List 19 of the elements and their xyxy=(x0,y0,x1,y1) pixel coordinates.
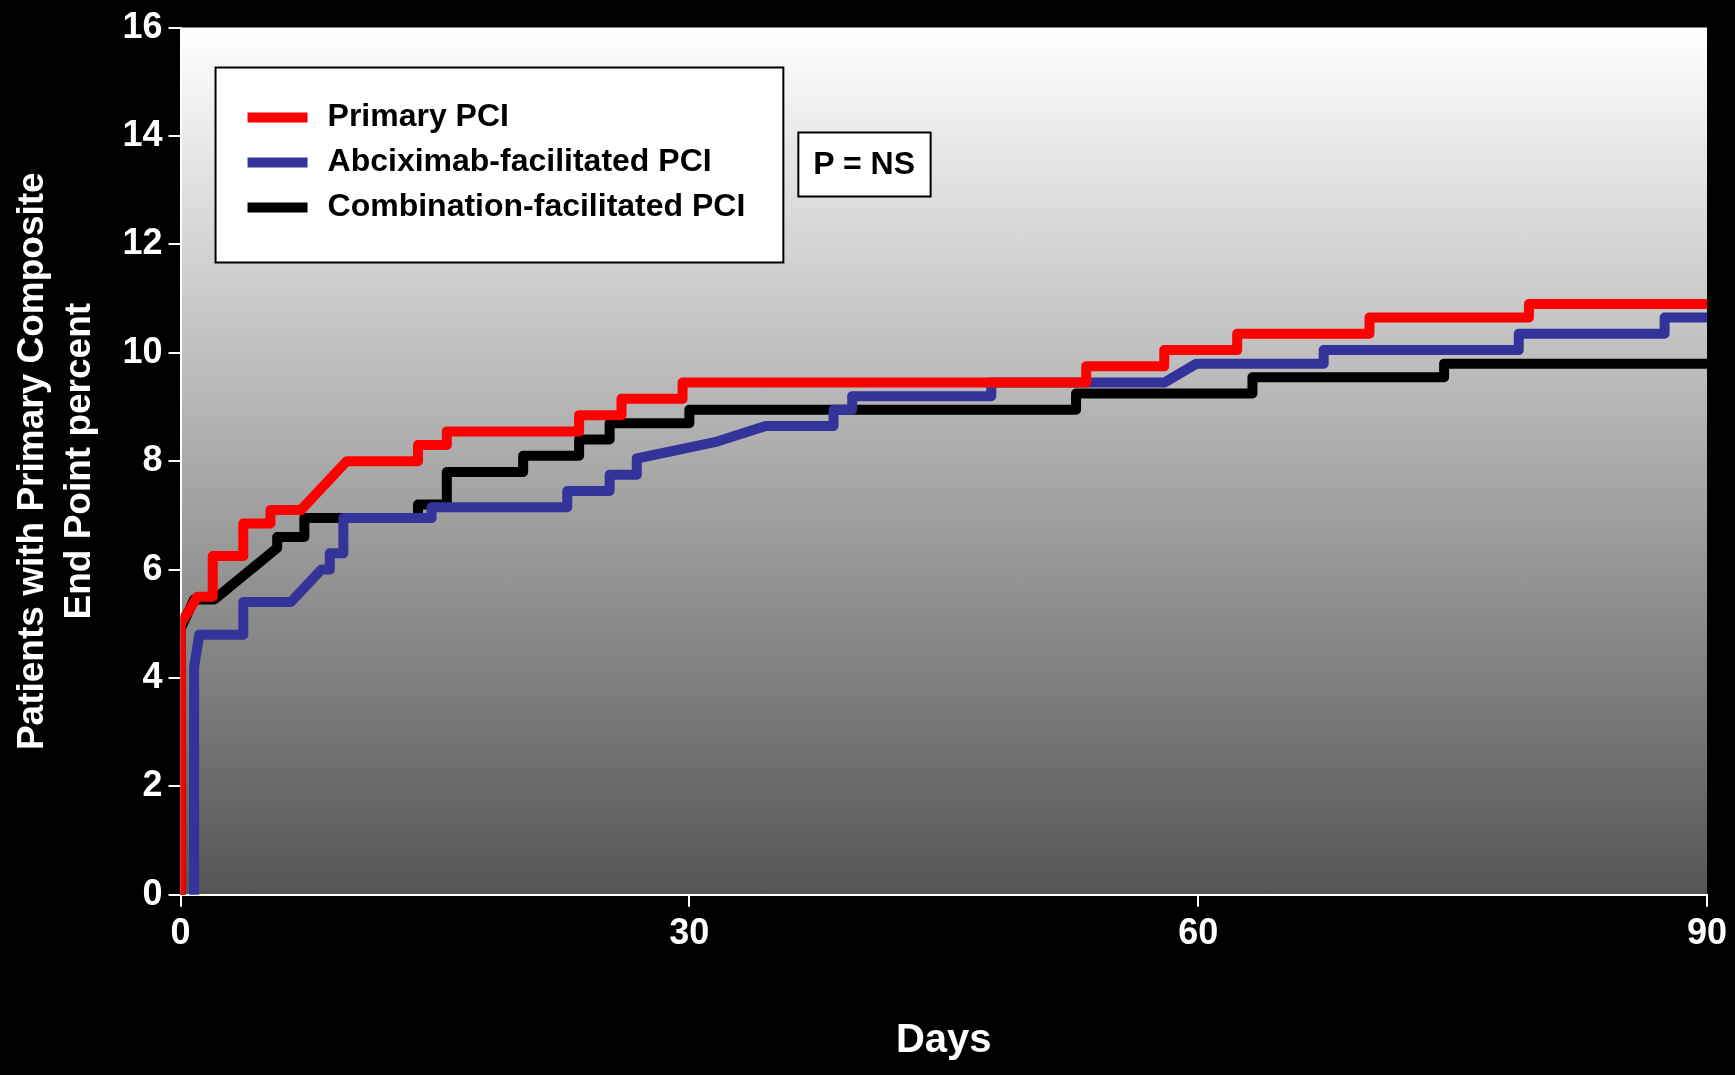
x-axis-title: Days xyxy=(895,1016,992,1061)
legend-label: Combination-facilitated PCI xyxy=(327,187,746,224)
x-tick-label: 0 xyxy=(170,911,191,953)
legend-label: Abciximab-facilitated PCI xyxy=(327,142,712,179)
y-tick-label: 10 xyxy=(122,329,163,371)
y-tick-label: 14 xyxy=(122,112,163,154)
x-tick-label: 30 xyxy=(669,911,710,953)
annotation: P = NS xyxy=(813,145,916,182)
x-tick-label: 90 xyxy=(1686,911,1728,953)
y-tick-label: 16 xyxy=(122,4,163,46)
y-tick-label: 2 xyxy=(142,763,163,805)
y-axis-title: Patients with Primary Composite End Point percent xyxy=(10,172,98,751)
x-tick-label: 60 xyxy=(1178,911,1219,953)
y-tick-label: 12 xyxy=(122,221,163,263)
y-tick-label: 6 xyxy=(142,546,163,588)
y-tick-label: 8 xyxy=(142,438,163,480)
y-tick-label: 4 xyxy=(142,654,163,696)
legend-label: Primary PCI xyxy=(327,97,509,134)
y-tick-label: 0 xyxy=(142,871,163,913)
